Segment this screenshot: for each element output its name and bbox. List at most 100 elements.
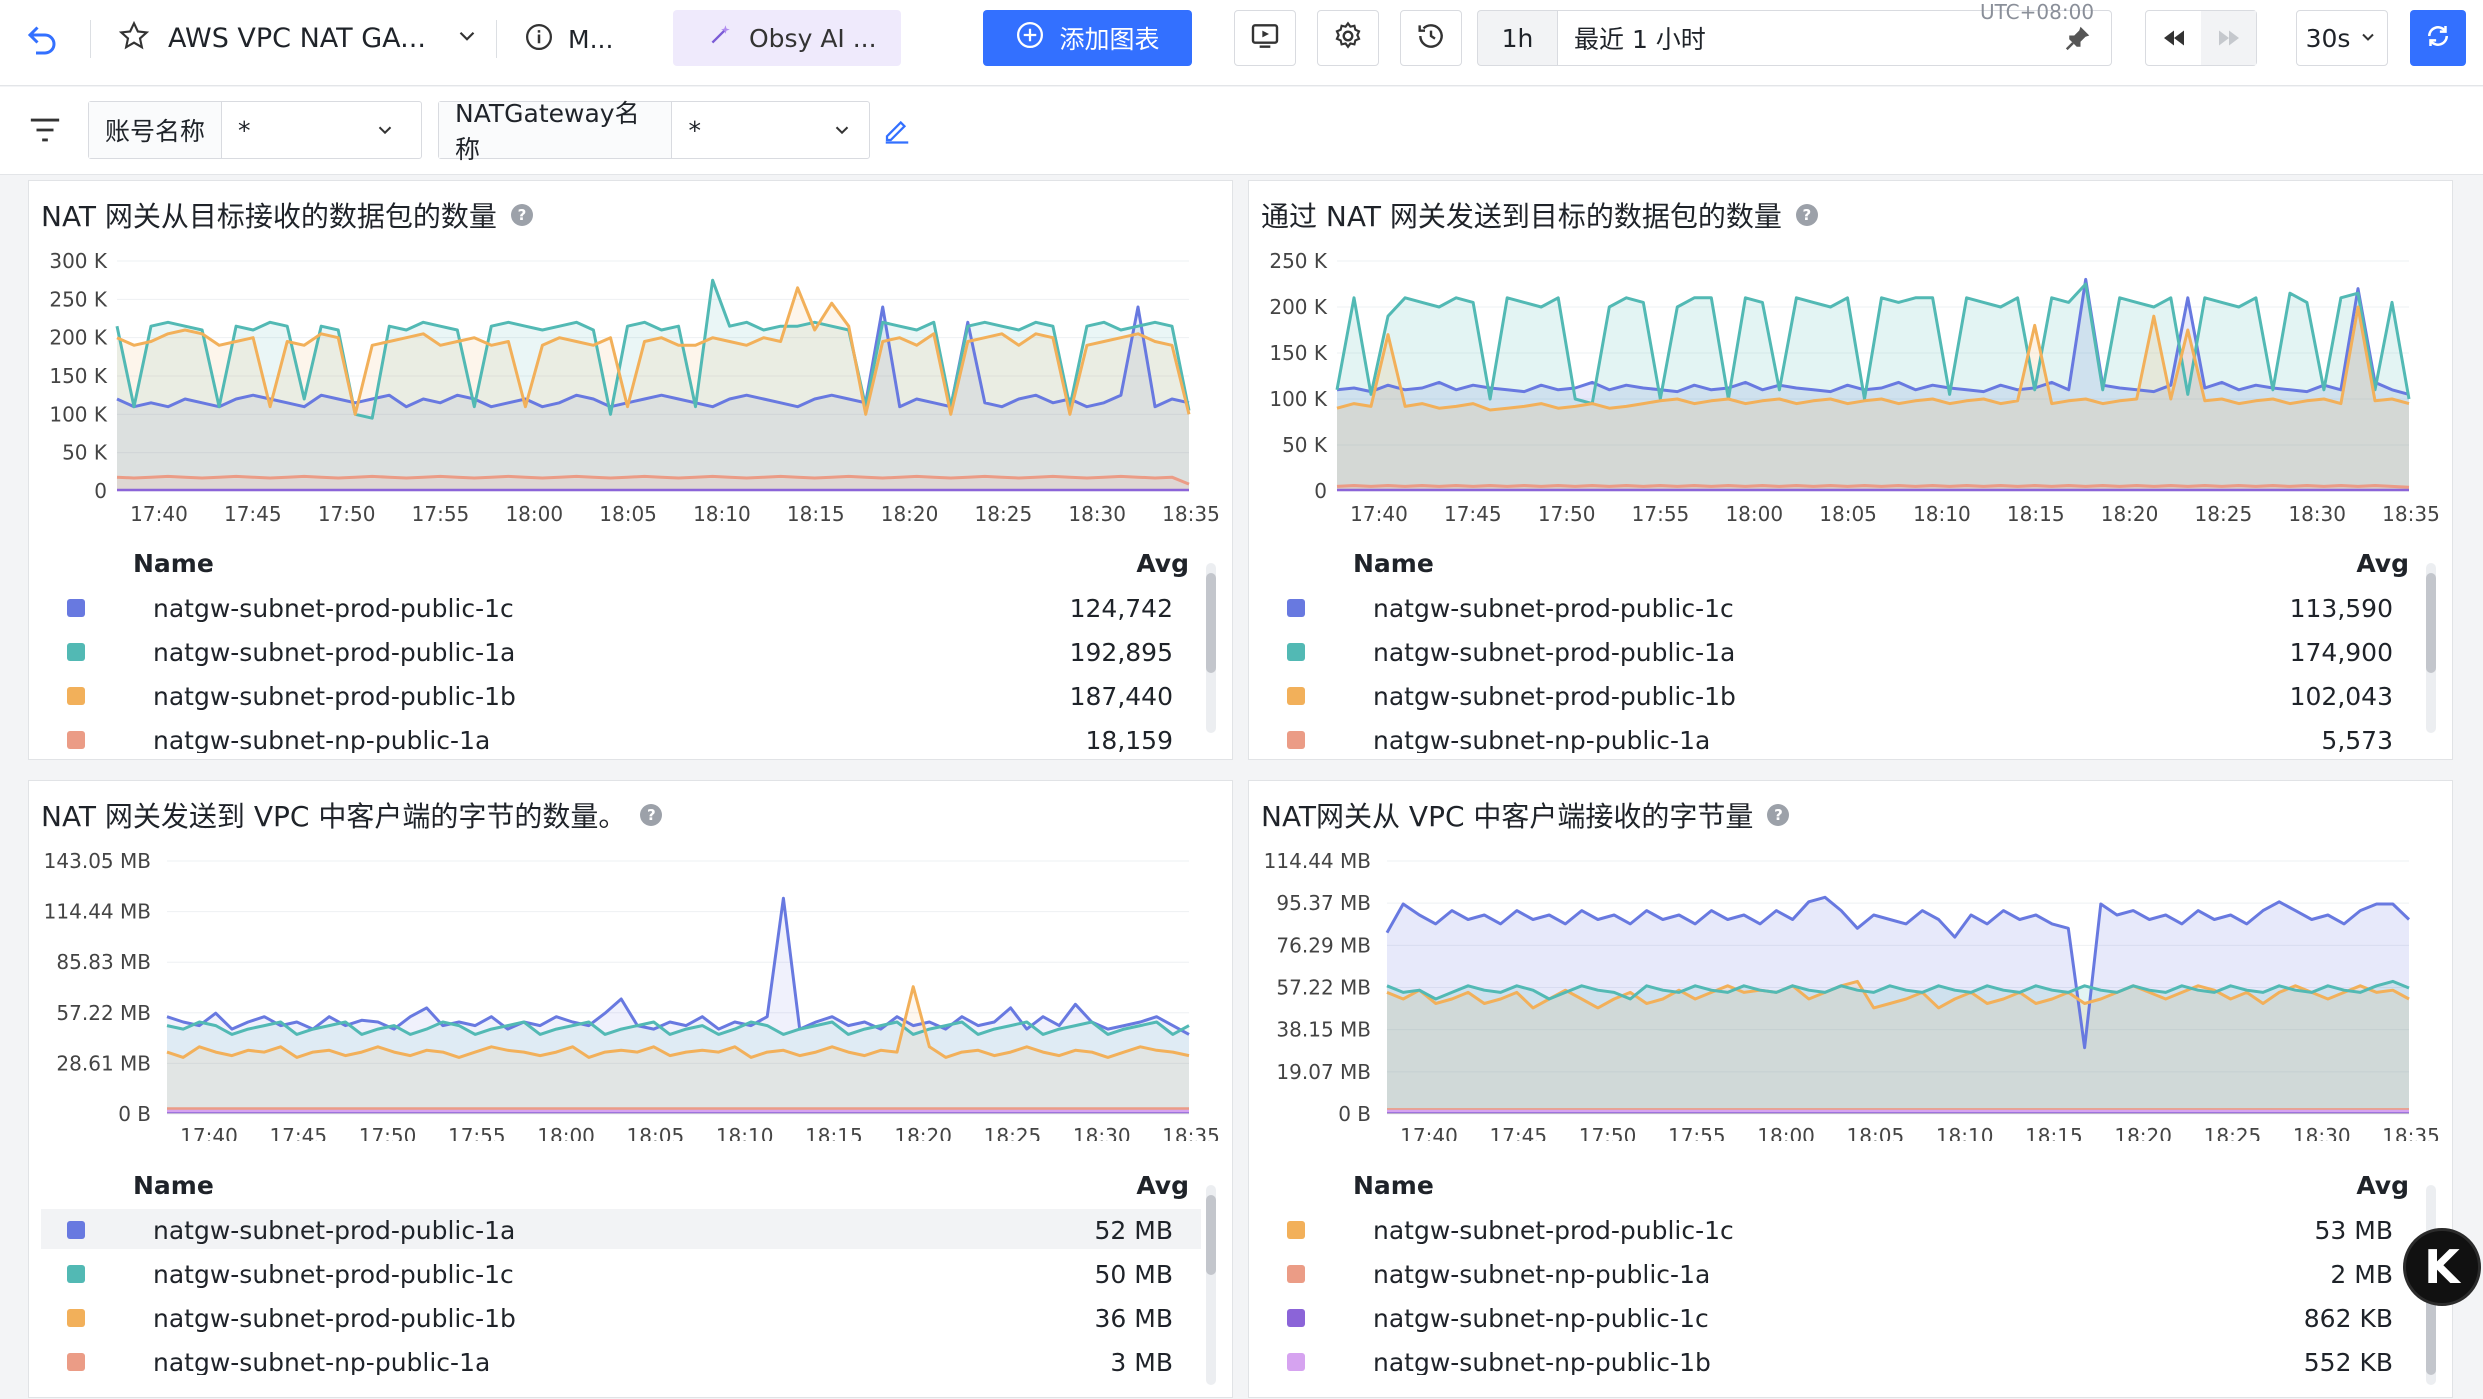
filter-natgateway-name[interactable]: NATGateway名称 * xyxy=(438,99,870,164)
time-shift-controls xyxy=(2145,10,2257,66)
gear-icon xyxy=(1332,20,1364,56)
legend-name-header[interactable]: Name xyxy=(1353,1171,1434,1200)
dashboard-title-selector[interactable]: AWS VPC NAT GA... xyxy=(118,20,480,56)
series-area xyxy=(1387,981,2409,1114)
legend-name-header[interactable]: Name xyxy=(1353,549,1434,578)
filter-account-name[interactable]: 账号名称 * xyxy=(88,101,422,159)
line-chart: 0 50 K 100 K 150 K 200 K 250 K 300 K 17:40 17:45… xyxy=(49,249,1220,526)
pin-icon[interactable] xyxy=(2063,23,2093,59)
shift-back-button[interactable] xyxy=(2146,11,2201,65)
series-area xyxy=(117,476,1189,491)
legend-row[interactable]: natgw-subnet-prod-public-1b 102,043 xyxy=(1261,675,2421,715)
legend-row[interactable]: natgw-subnet-prod-public-1b 187,440 xyxy=(41,675,1201,715)
refresh-button[interactable] xyxy=(2410,10,2466,66)
x-tick-label: 18:20 xyxy=(2101,502,2159,526)
x-tick-label: 18:00 xyxy=(505,502,563,526)
back-icon[interactable] xyxy=(24,20,60,56)
y-tick-label: 250 K xyxy=(49,287,108,311)
settings-button[interactable] xyxy=(1317,10,1379,66)
help-icon[interactable]: ? xyxy=(1767,804,1790,826)
legend-row[interactable]: natgw-subnet-prod-public-1a 174,900 xyxy=(1261,631,2421,671)
legend-row[interactable]: natgw-subnet-prod-public-1a 192,895 xyxy=(41,631,1201,671)
legend-name-header[interactable]: Name xyxy=(133,549,214,578)
x-tick-label: 18:20 xyxy=(881,502,939,526)
legend-row[interactable]: natgw-subnet-np-public-1a 5,573 xyxy=(1261,719,2421,753)
obsy-ai-label: Obsy AI ... xyxy=(749,23,877,53)
y-tick-label: 0 xyxy=(1314,479,1327,503)
legend-row[interactable]: natgw-subnet-np-public-1b 552 KB xyxy=(1261,1341,2421,1375)
x-tick-label: 18:35 xyxy=(1162,502,1220,526)
range-quick-select[interactable]: 1h xyxy=(1477,10,1557,66)
presentation-mode-button[interactable] xyxy=(1234,10,1296,66)
legend-series-name: natgw-subnet-prod-public-1a xyxy=(1373,638,1736,667)
line-chart: 0 B 28.61 MB 57.22 MB 85.83 MB 114.44 MB 143.… xyxy=(44,849,1220,1141)
scrollbar-thumb[interactable] xyxy=(1206,573,1216,673)
legend-row[interactable]: natgw-subnet-np-public-1a 2 MB xyxy=(1261,1253,2421,1293)
legend-row[interactable]: natgw-subnet-prod-public-1b 36 MB xyxy=(41,1297,1201,1337)
panel-title-row: NAT 网关从目标接收的数据包的数量 ? xyxy=(41,195,533,235)
series-area xyxy=(1387,897,2409,1114)
filter-icon[interactable] xyxy=(28,115,62,145)
info-icon xyxy=(524,22,554,56)
magic-wand-icon xyxy=(707,22,733,54)
x-tick-label: 18:15 xyxy=(2007,502,2065,526)
legend-series-avg: 113,590 xyxy=(2289,594,2393,623)
info-button[interactable]: M... xyxy=(524,22,613,56)
time-range-label: 最近 1 小时 xyxy=(1574,25,1706,54)
legend-row[interactable]: natgw-subnet-prod-public-1c 113,590 xyxy=(1261,587,2421,627)
avatar[interactable]: K xyxy=(2403,1228,2481,1306)
scrollbar-thumb[interactable] xyxy=(2426,573,2436,673)
legend-avg-header[interactable]: Avg xyxy=(1136,1171,1189,1200)
plus-circle-icon xyxy=(1015,20,1045,56)
help-icon[interactable]: ? xyxy=(510,204,533,226)
legend-scrollbar[interactable] xyxy=(2426,563,2436,733)
legend-row[interactable]: natgw-subnet-np-public-1a 3 MB xyxy=(41,1341,1201,1375)
rewind-icon xyxy=(2163,30,2184,46)
legend-avg-header[interactable]: Avg xyxy=(2356,1171,2409,1200)
star-icon[interactable] xyxy=(118,20,150,56)
legend-row[interactable]: natgw-subnet-prod-public-1c 124,742 xyxy=(41,587,1201,627)
legend-header: Name Avg xyxy=(1261,1165,2421,1205)
obsy-ai-button[interactable]: Obsy AI ... xyxy=(673,10,901,66)
scrollbar-thumb[interactable] xyxy=(1206,1195,1216,1275)
legend-scrollbar[interactable] xyxy=(1206,563,1216,733)
x-tick-label: 18:05 xyxy=(1819,502,1877,526)
series-line xyxy=(1386,979,2410,1001)
x-tick-label: 18:15 xyxy=(2025,1124,2083,1141)
add-chart-button[interactable]: 添加图表 xyxy=(983,10,1192,66)
legend-series-avg: 187,440 xyxy=(1069,682,1173,711)
legend-name-header[interactable]: Name xyxy=(133,1171,214,1200)
refresh-interval-value: 30s xyxy=(2305,23,2351,53)
legend-scrollbar[interactable] xyxy=(1206,1185,1216,1385)
legend-avg-header[interactable]: Avg xyxy=(1136,549,1189,578)
series-line xyxy=(1336,305,2410,412)
help-icon[interactable]: ? xyxy=(1795,204,1818,226)
chevron-down-icon[interactable] xyxy=(454,23,480,53)
legend-series-name: natgw-subnet-prod-public-1b xyxy=(153,1304,516,1333)
legend-series-name: natgw-subnet-np-public-1c xyxy=(1373,1304,1709,1333)
legend-avg-header[interactable]: Avg xyxy=(2356,549,2409,578)
y-tick-label: 57.22 MB xyxy=(1276,976,1371,1000)
time-range-picker[interactable]: 最近 1 小时 xyxy=(1557,10,2112,66)
help-icon[interactable]: ? xyxy=(640,804,663,826)
y-tick-label: 150 K xyxy=(49,364,108,388)
filter-value-select[interactable]: * xyxy=(672,102,869,158)
dashboard-title[interactable]: AWS VPC NAT GA... xyxy=(168,22,426,54)
scrollbar-thumb[interactable] xyxy=(2426,1295,2436,1375)
history-button[interactable] xyxy=(1400,10,1462,66)
x-tick-label: 18:00 xyxy=(1725,502,1783,526)
legend-row[interactable]: natgw-subnet-np-public-1c 862 KB xyxy=(1261,1297,2421,1337)
legend-row[interactable]: natgw-subnet-prod-public-1a 52 MB xyxy=(41,1209,1201,1249)
series-area xyxy=(167,986,1189,1114)
x-tick-label: 17:50 xyxy=(1579,1124,1637,1141)
refresh-interval-select[interactable]: 30s xyxy=(2296,10,2388,66)
legend-row[interactable]: natgw-subnet-prod-public-1c 53 MB xyxy=(1261,1209,2421,1249)
filter-value-select[interactable]: * xyxy=(222,102,412,158)
shift-forward-button[interactable] xyxy=(2201,11,2256,65)
add-chart-label: 添加图表 xyxy=(1059,25,1160,54)
legend-row[interactable]: natgw-subnet-np-public-1a 18,159 xyxy=(41,719,1201,753)
legend-row[interactable]: natgw-subnet-prod-public-1c 50 MB xyxy=(41,1253,1201,1293)
history-icon xyxy=(1415,20,1447,56)
edit-filters-icon[interactable] xyxy=(882,115,912,145)
legend-series-name: natgw-subnet-np-public-1a xyxy=(1373,1260,1711,1289)
